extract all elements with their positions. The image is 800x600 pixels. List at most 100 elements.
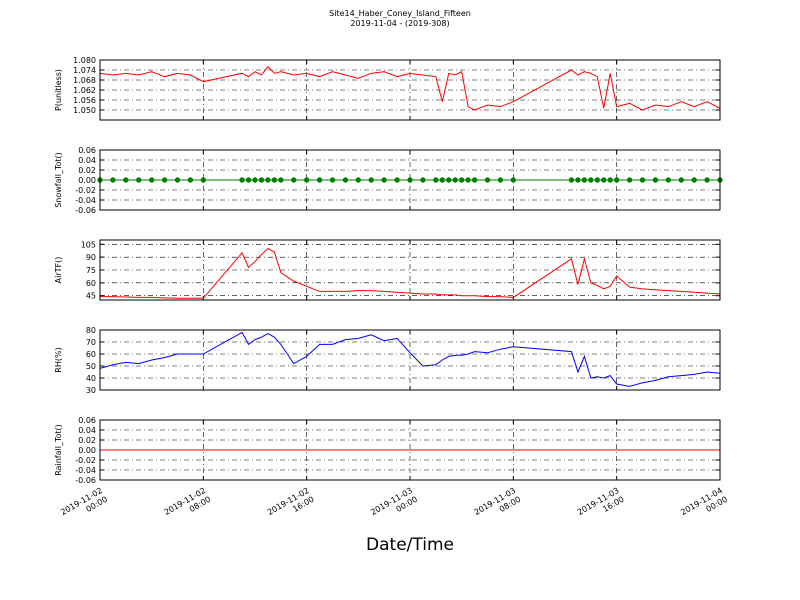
data-point (200, 177, 207, 183)
y-tick-label: 30 (86, 386, 96, 395)
data-point (607, 177, 613, 183)
y-axis-label: Rainfall_Tot() (54, 424, 63, 476)
data-point (278, 177, 284, 183)
data-point (691, 177, 697, 183)
plot-frame (99, 329, 721, 391)
data-line (100, 247, 721, 299)
data-point (245, 177, 252, 183)
data-point (446, 177, 452, 183)
y-tick-label: -0.04 (75, 466, 96, 475)
y-tick-label: 1.056 (73, 96, 96, 105)
x-tick-label: 2019-11-0400:00 (679, 486, 729, 526)
y-tick-label: -0.02 (75, 456, 96, 465)
data-point (484, 177, 491, 183)
data-point (497, 177, 504, 183)
data-point (110, 177, 116, 183)
data-point (161, 177, 168, 183)
data-point (291, 177, 297, 183)
y-axis-label: AirTF() (54, 257, 63, 284)
data-line (99, 331, 721, 387)
y-tick-label: 75 (86, 266, 96, 275)
x-tick-label: 2019-11-0216:00 (266, 486, 316, 526)
data-point (652, 177, 659, 183)
y-tick-label: 0.00 (78, 176, 96, 185)
y-tick-label: 70 (86, 338, 96, 347)
data-point (452, 177, 458, 183)
data-line (99, 65, 721, 111)
data-point (239, 177, 245, 183)
data-point (639, 177, 646, 183)
data-point (471, 177, 478, 183)
x-tick-label: 2019-11-0308:00 (473, 486, 523, 526)
data-point (407, 177, 413, 183)
data-point (601, 177, 607, 183)
data-point (316, 177, 323, 183)
data-point (510, 177, 517, 183)
chart-title: Site14_Haber_Coney_Island_Fifteen (329, 9, 471, 18)
data-point (575, 177, 581, 183)
y-tick-label: -0.06 (75, 476, 96, 485)
y-tick-label: 1.080 (73, 56, 96, 65)
x-tick-label: 2019-11-0300:00 (369, 486, 419, 526)
data-point (613, 177, 620, 183)
plot-frame (99, 59, 721, 121)
data-point (439, 177, 445, 183)
y-tick-label: 1.050 (73, 106, 96, 115)
x-tick-label: 2019-11-0200:00 (59, 486, 109, 526)
data-point (252, 177, 258, 183)
data-point (187, 177, 194, 183)
data-point (465, 177, 471, 183)
data-point (420, 177, 426, 183)
y-tick-label: 0.02 (78, 436, 96, 445)
data-point (174, 177, 181, 183)
data-point (136, 177, 142, 183)
data-point (433, 177, 439, 183)
plot-frame (99, 149, 721, 211)
x-tick-label: 2019-11-0208:00 (163, 486, 213, 526)
y-axis-label: RH(%) (54, 347, 63, 372)
y-tick-label: 1.068 (73, 76, 96, 85)
chart-subtitle: 2019-11-04 - (2019-308) (350, 19, 449, 28)
y-tick-label: 1.062 (73, 86, 96, 95)
data-point (594, 177, 600, 183)
y-tick-label: 1.074 (73, 66, 96, 75)
y-tick-label: -0.02 (75, 186, 96, 195)
data-point (258, 177, 265, 183)
data-point (626, 177, 633, 183)
data-point (329, 177, 336, 183)
data-point (123, 177, 129, 183)
y-tick-label: 60 (86, 350, 96, 359)
plot-frame (99, 239, 721, 301)
y-tick-label: -0.06 (75, 206, 96, 215)
data-point (368, 177, 374, 183)
y-tick-label: 50 (86, 362, 96, 371)
data-point (148, 177, 155, 183)
data-point (704, 177, 710, 183)
plot-frame (99, 419, 721, 481)
data-point (588, 177, 594, 183)
y-tick-label: -0.04 (75, 196, 96, 205)
y-tick-label: 0.06 (78, 416, 96, 425)
y-axis-label: P(unitless) (54, 69, 63, 111)
data-point (458, 177, 465, 183)
data-point (394, 177, 400, 183)
y-axis-label: Snowfall_Tot() (54, 152, 63, 208)
data-point (568, 177, 575, 183)
data-point (581, 177, 588, 183)
y-tick-label: 0.04 (78, 156, 96, 165)
data-point (678, 177, 684, 183)
data-point (355, 177, 362, 183)
data-point (381, 177, 387, 183)
y-tick-label: 40 (86, 374, 96, 383)
x-tick-label: 2019-11-0316:00 (576, 486, 626, 526)
data-point (271, 177, 278, 183)
y-tick-label: 90 (86, 253, 96, 262)
data-point (265, 177, 271, 183)
y-tick-label: 0.02 (78, 166, 96, 175)
y-tick-label: 105 (81, 240, 96, 249)
data-point (665, 177, 672, 183)
y-tick-label: 45 (86, 292, 96, 301)
y-tick-label: 60 (86, 279, 96, 288)
y-tick-label: 80 (86, 326, 96, 335)
